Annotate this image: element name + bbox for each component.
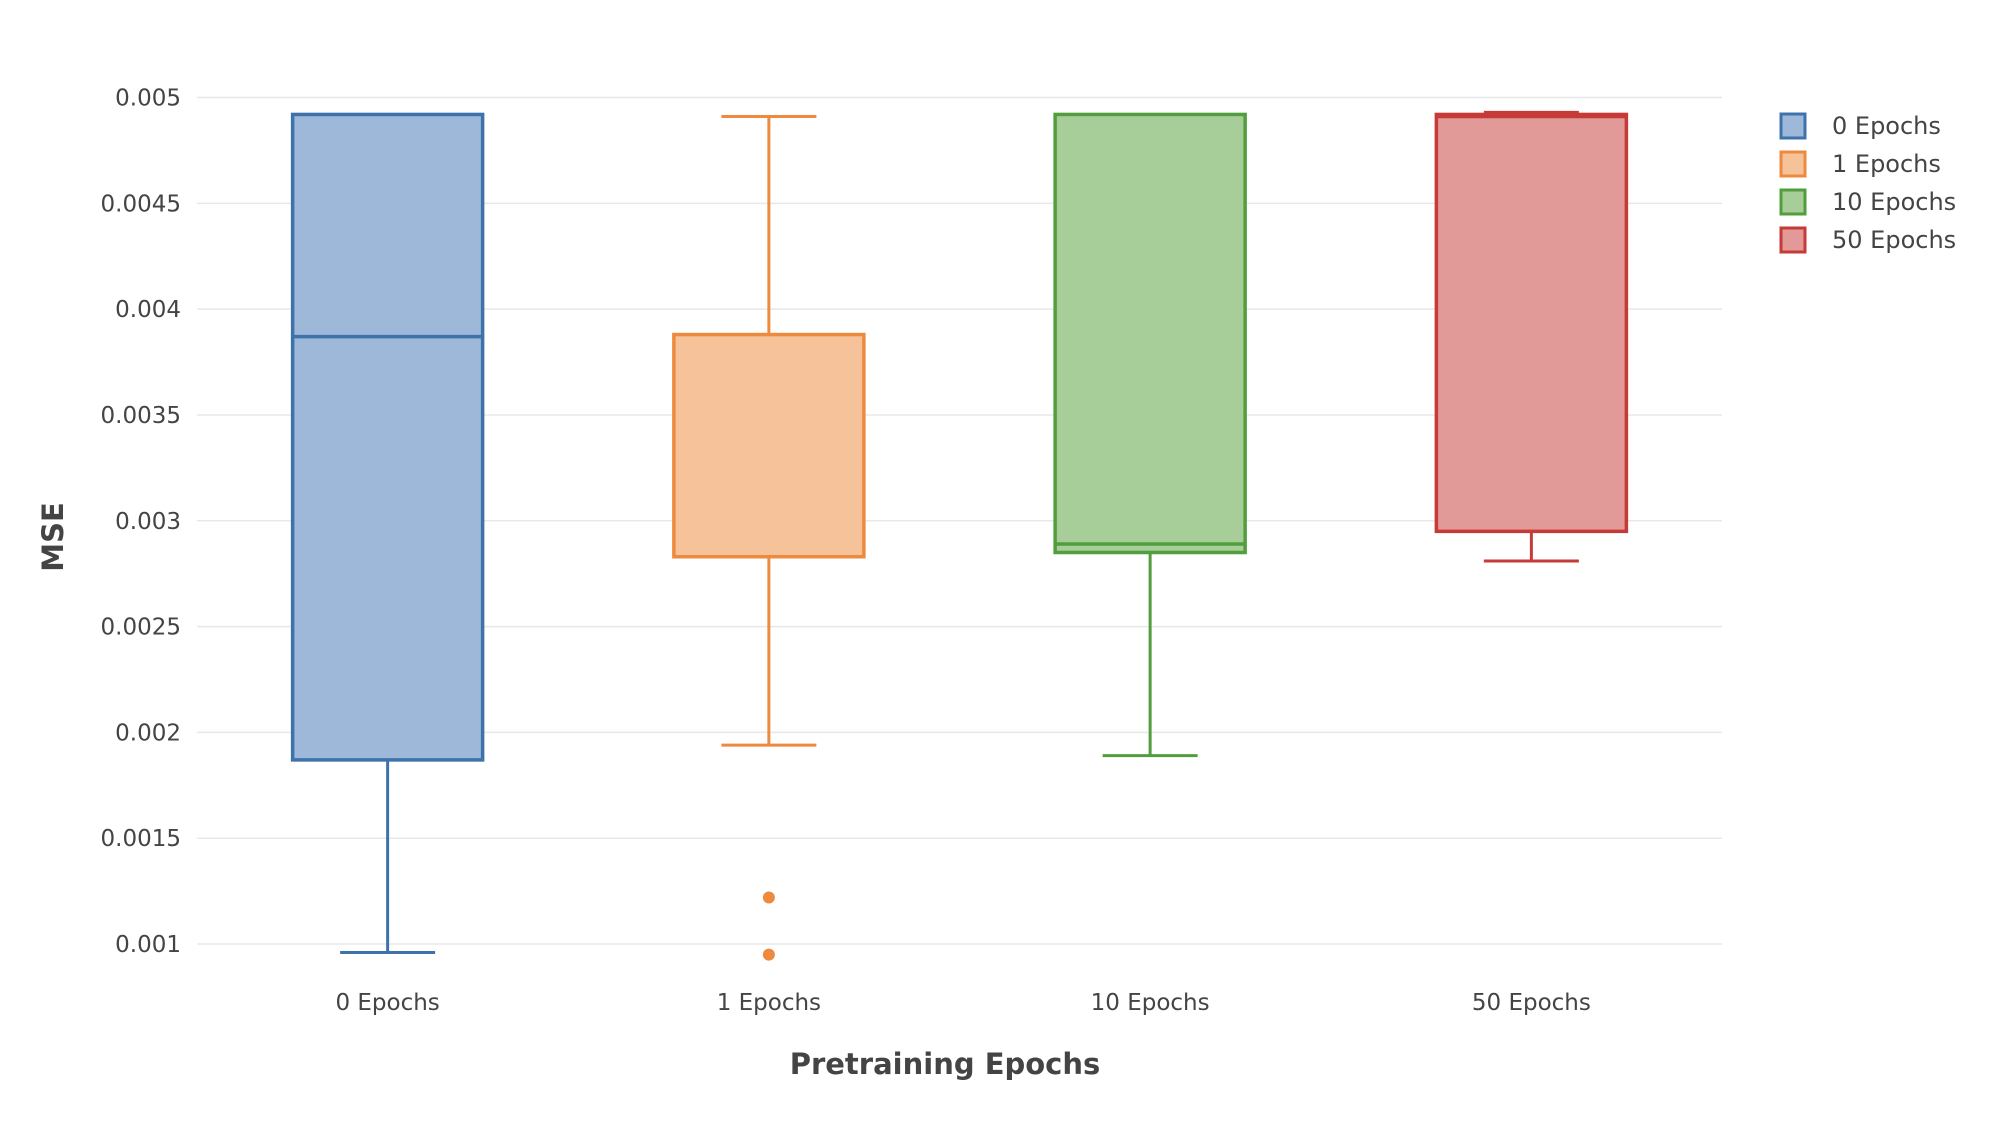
legend-swatch bbox=[1779, 150, 1807, 178]
legend-label: 50 Epochs bbox=[1832, 226, 1956, 254]
y-axis-ticks: 0.001 0.0015 0.002 0.0025 0.003 0.0035 0.004 0.… bbox=[101, 86, 181, 959]
y-tick-label: 0.0025 bbox=[101, 615, 181, 641]
x-axis-title: Pretraining Epochs bbox=[790, 1047, 1101, 1081]
box-series bbox=[290, 110, 1629, 961]
legend-swatch bbox=[1779, 188, 1807, 216]
outlier-point bbox=[762, 891, 775, 904]
y-tick-label: 0.0015 bbox=[101, 826, 181, 852]
legend-swatch bbox=[1779, 226, 1807, 254]
y-tick-label: 0.003 bbox=[115, 509, 181, 535]
legend-label: 10 Epochs bbox=[1832, 188, 1956, 216]
iqr-box bbox=[1434, 112, 1629, 534]
x-tick-label: 50 Epochs bbox=[1472, 990, 1591, 1016]
y-tick-label: 0.005 bbox=[115, 86, 181, 112]
box-0-epochs[interactable] bbox=[290, 112, 485, 954]
iqr-box bbox=[1053, 112, 1247, 555]
legend-item-10-epochs[interactable]: 10 Epochs bbox=[1779, 188, 1956, 216]
box-1-epochs[interactable] bbox=[672, 115, 866, 961]
y-tick-label: 0.001 bbox=[115, 932, 181, 958]
x-tick-label: 1 Epochs bbox=[717, 990, 821, 1016]
iqr-box bbox=[290, 112, 485, 762]
legend-label: 1 Epochs bbox=[1832, 150, 1941, 178]
box-50-epochs[interactable] bbox=[1434, 110, 1629, 563]
legend[interactable]: 0 Epochs 1 Epochs 10 Epochs 50 Epochs bbox=[1779, 112, 1956, 254]
iqr-box bbox=[672, 332, 866, 559]
legend-item-50-epochs[interactable]: 50 Epochs bbox=[1779, 226, 1956, 254]
x-tick-label: 0 Epochs bbox=[335, 990, 439, 1016]
legend-swatch bbox=[1779, 112, 1807, 140]
y-tick-label: 0.004 bbox=[115, 297, 181, 323]
x-axis-ticks: 0 Epochs 1 Epochs 10 Epochs 50 Epochs bbox=[335, 990, 1590, 1016]
y-tick-label: 0.0035 bbox=[101, 403, 181, 429]
box-10-epochs[interactable] bbox=[1053, 112, 1247, 758]
y-tick-label: 0.002 bbox=[115, 720, 181, 746]
legend-label: 0 Epochs bbox=[1832, 112, 1941, 140]
legend-item-1-epochs[interactable]: 1 Epochs bbox=[1779, 150, 1941, 178]
x-tick-label: 10 Epochs bbox=[1091, 990, 1210, 1016]
y-axis-title: MSE bbox=[36, 502, 70, 572]
y-tick-label: 0.0045 bbox=[101, 191, 181, 217]
legend-item-0-epochs[interactable]: 0 Epochs bbox=[1779, 112, 1941, 140]
outlier-point bbox=[762, 948, 775, 961]
